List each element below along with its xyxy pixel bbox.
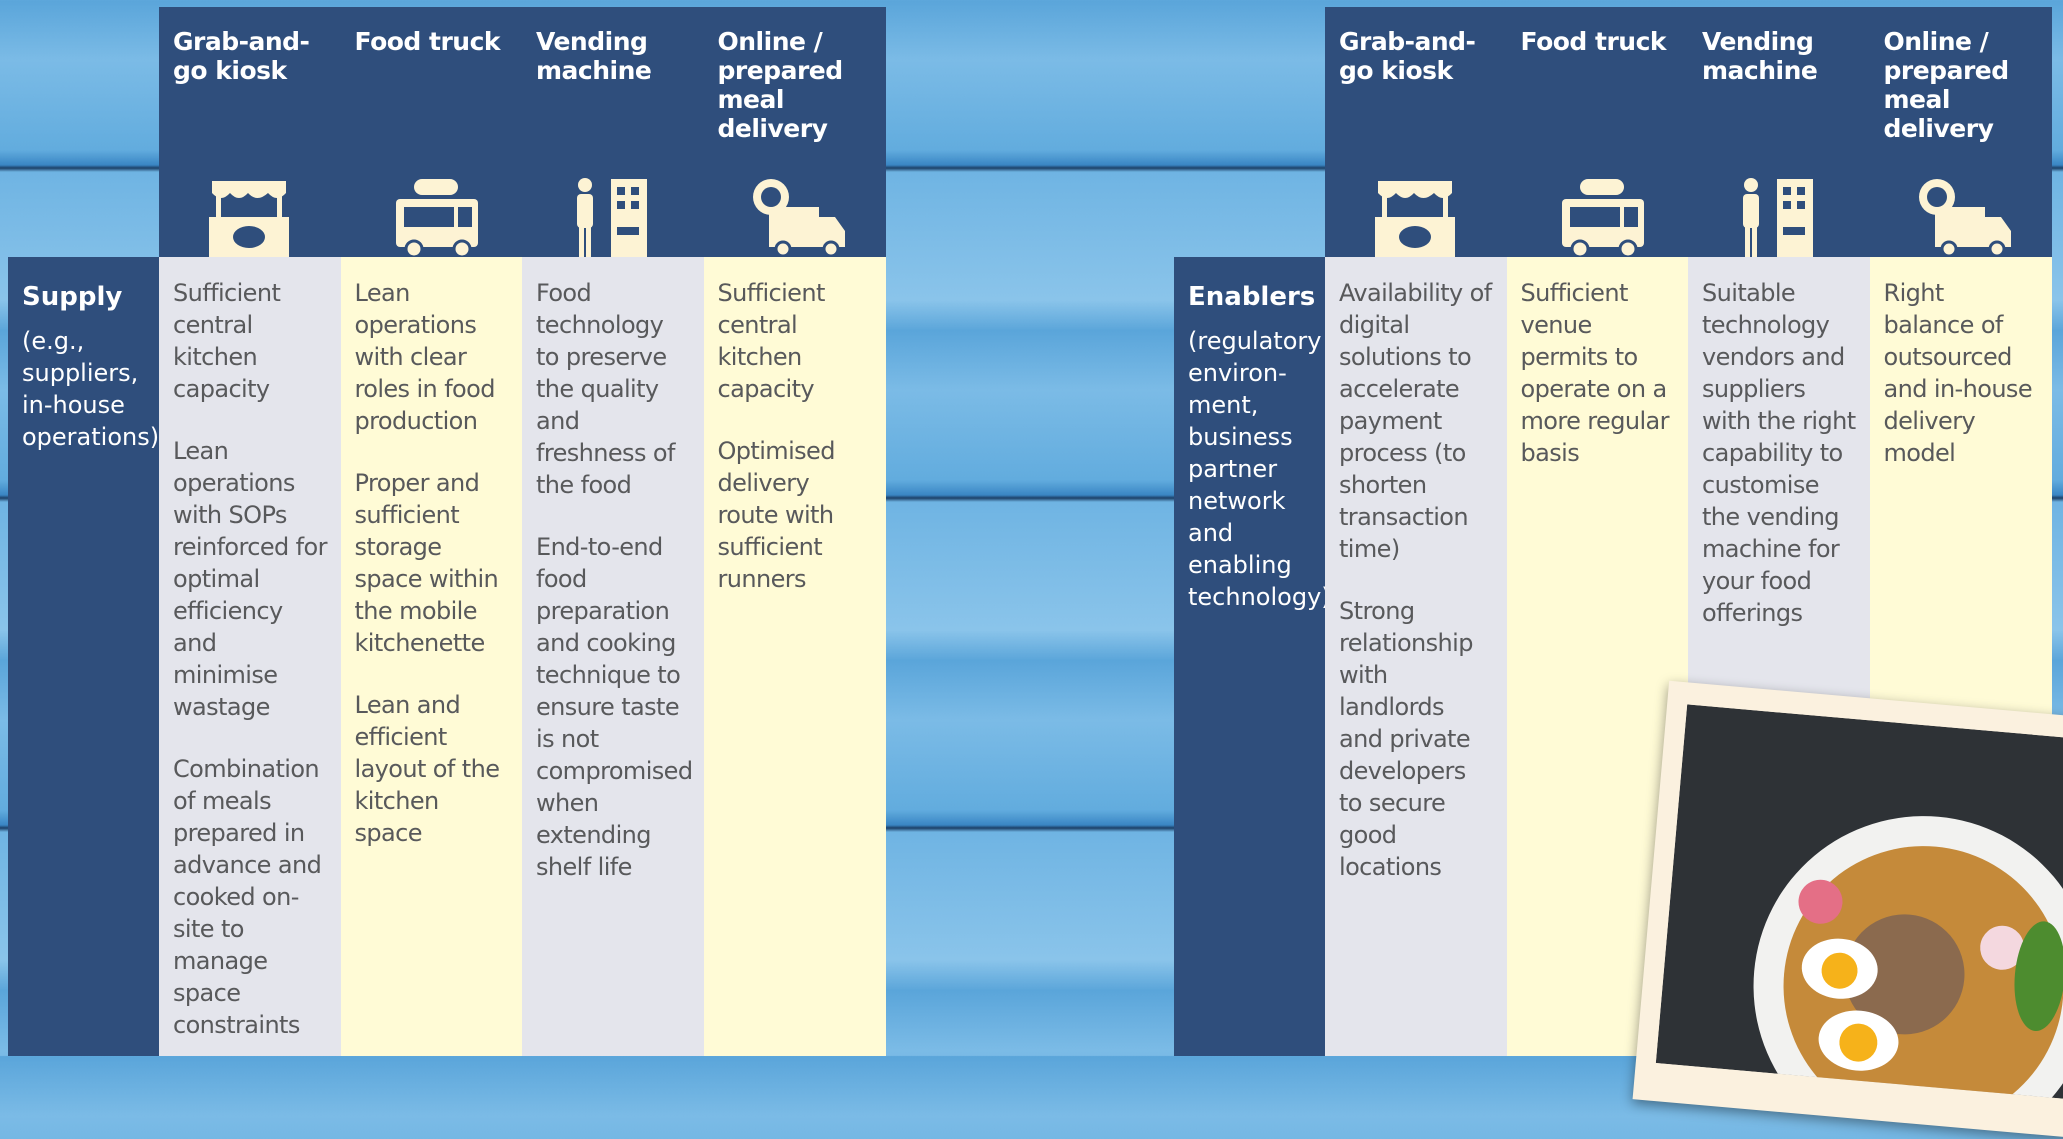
column-body: Sufficient central kitchen capacity Optim… — [703, 257, 886, 1056]
column-title: Grab-and-go kiosk — [1339, 27, 1476, 85]
column-body: Food technology to preserve the quality … — [522, 257, 704, 1056]
column-title: Vending machine — [1702, 27, 1818, 85]
column-header: Food truck — [340, 7, 523, 257]
column-title: Food truck — [1520, 27, 1667, 56]
column-title: Vending machine — [536, 27, 652, 85]
column-title: Grab-and-go kiosk — [173, 27, 310, 85]
column-item: Food technology to preserve the quality … — [536, 279, 675, 499]
column-title: Online / prepared meal delivery — [1883, 27, 2010, 143]
column-body: Availability of digital solutions to acc… — [1325, 257, 1507, 1056]
row-label: Enablers — [1188, 282, 1316, 312]
column-item: Sufficient central kitchen capacity — [717, 279, 826, 403]
row-label-cell: Enablers (regulatory environ-ment, busine… — [1174, 257, 1331, 1056]
column-item: Lean operations with clear roles in food… — [354, 279, 496, 435]
column-header: Vending machine — [1688, 7, 1870, 257]
column-item: Suitable technology vendors and supplier… — [1702, 279, 1856, 627]
column-body: Lean operations with clear roles in food… — [340, 257, 523, 1056]
column-item: Lean operations with SOPs reinforced for… — [173, 437, 327, 721]
column-icon — [752, 179, 845, 257]
column-icon — [577, 178, 647, 257]
column: Grab-and-go kiosk Sufficient central kitc… — [159, 7, 341, 1056]
column-icon — [1918, 179, 2011, 257]
column: Food truck Sufficient venue permits to op… — [1506, 7, 1689, 1056]
row-sublabel: (e.g., suppliers, in-house operations) — [22, 327, 160, 451]
column-icon — [1375, 181, 1455, 257]
column-header: Grab-and-go kiosk — [159, 7, 341, 257]
column-item: Lean and efficient layout of the kitchen… — [354, 691, 500, 847]
column-body: Right balance of outsourced and in-house… — [1869, 257, 2052, 1056]
column: Online / prepared meal delivery Right bal… — [1869, 7, 2052, 1056]
column-item: Optimised delivery route with sufficient… — [717, 437, 836, 593]
column-item: Strong relationship with landlords and p… — [1339, 597, 1473, 881]
row-sublabel: (regulatory environ-ment, business partn… — [1188, 327, 1331, 611]
row-label: Supply — [22, 282, 123, 312]
column-header: Grab-and-go kiosk — [1325, 7, 1507, 257]
column-item: Combination of meals prepared in advance… — [173, 755, 322, 1039]
column-title: Online / prepared meal delivery — [717, 27, 844, 143]
column-item: Proper and sufficient storage space with… — [354, 469, 499, 657]
column-item: End-to-end food preparation and cooking … — [536, 533, 693, 881]
column-icon — [1561, 179, 1644, 257]
column-item: Availability of digital solutions to acc… — [1339, 279, 1492, 563]
photo-image — [1655, 704, 2063, 1100]
column: Food truck Lean operations with clear rol… — [340, 7, 523, 1056]
column-icon — [395, 179, 478, 257]
column-title: Food truck — [354, 27, 501, 56]
food-photo — [1632, 680, 2063, 1139]
column: Vending machine Food technology to preser… — [522, 7, 704, 1056]
column-header: Online / prepared meal delivery — [1869, 7, 2052, 257]
column-header: Food truck — [1506, 7, 1689, 257]
column-item: Sufficient venue permits to operate on a… — [1520, 279, 1670, 467]
column-header: Online / prepared meal delivery — [703, 7, 886, 257]
column-header: Vending machine — [522, 7, 704, 257]
column: Online / prepared meal delivery Sufficien… — [703, 7, 886, 1056]
column-icon — [209, 181, 289, 257]
column-body: Sufficient central kitchen capacity Lean … — [159, 257, 341, 1056]
row-label-cell: Supply (e.g., suppliers, in-house operati… — [8, 257, 159, 1056]
column-item: Sufficient central kitchen capacity — [173, 279, 281, 403]
column-item: Right balance of outsourced and in-house… — [1883, 279, 2033, 467]
column-icon — [1743, 178, 1813, 257]
column: Grab-and-go kiosk Availability of digital… — [1325, 7, 1507, 1056]
